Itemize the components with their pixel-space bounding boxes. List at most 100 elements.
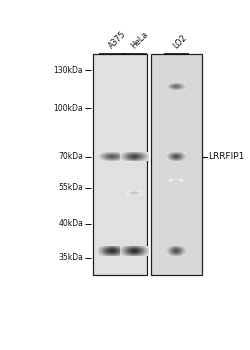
Bar [109, 253, 110, 254]
Bar [122, 252, 123, 253]
Bar [145, 246, 146, 247]
Bar [146, 248, 147, 249]
Bar [129, 248, 130, 249]
Bar [105, 254, 106, 255]
Bar [121, 250, 122, 251]
Bar [102, 253, 103, 254]
Bar [126, 246, 127, 247]
Bar [116, 255, 117, 256]
Bar [110, 254, 111, 255]
Bar [116, 249, 117, 250]
Bar [135, 250, 136, 251]
Bar [112, 249, 113, 250]
Bar [107, 246, 108, 247]
Bar [102, 246, 103, 247]
Bar [130, 250, 131, 251]
Bar [127, 253, 128, 254]
Bar [126, 250, 127, 251]
Bar [122, 251, 123, 252]
Bar [105, 250, 106, 251]
Bar [120, 253, 121, 254]
Bar [147, 252, 148, 253]
Bar [99, 252, 100, 253]
Bar [99, 246, 100, 247]
Bar [122, 252, 123, 253]
Bar [124, 251, 125, 252]
Bar [147, 254, 148, 255]
Bar [140, 255, 141, 256]
Bar [128, 249, 129, 250]
Bar [119, 253, 120, 254]
Bar [144, 251, 145, 252]
Bar [122, 255, 123, 256]
Bar [108, 251, 109, 252]
Bar [111, 252, 112, 253]
Bar [117, 251, 118, 252]
Bar [130, 251, 131, 252]
Bar [99, 254, 100, 255]
Bar [104, 247, 105, 248]
Bar [137, 253, 138, 254]
Bar [110, 252, 111, 253]
Bar [107, 247, 108, 248]
Bar [124, 253, 125, 254]
Bar [112, 250, 113, 251]
Bar [105, 253, 106, 254]
Bar [121, 255, 122, 256]
Bar [110, 250, 111, 251]
Bar [108, 248, 109, 249]
Bar [111, 251, 112, 252]
Bar [141, 246, 142, 247]
Bar [130, 253, 131, 254]
Bar [120, 248, 121, 249]
Bar [111, 251, 112, 252]
Bar [110, 246, 111, 247]
Bar [127, 246, 128, 247]
Bar [110, 252, 111, 253]
Bar [129, 253, 130, 254]
Bar [103, 254, 104, 255]
Bar [113, 253, 114, 254]
Bar [117, 246, 118, 247]
Bar [125, 247, 126, 248]
Bar [139, 253, 140, 254]
Bar [126, 247, 127, 248]
Bar [110, 253, 111, 254]
Bar [143, 253, 144, 254]
Bar [140, 248, 141, 249]
Bar [119, 251, 120, 252]
Bar [116, 247, 117, 248]
Bar [116, 253, 117, 254]
Bar [122, 250, 123, 251]
Bar [122, 248, 123, 249]
Bar [125, 251, 126, 252]
Bar [121, 252, 122, 253]
Bar [110, 253, 111, 254]
Bar [133, 253, 134, 254]
Bar [114, 253, 115, 254]
Bar [145, 253, 146, 254]
Bar [115, 253, 116, 254]
Bar [135, 248, 136, 249]
Bar [140, 252, 141, 253]
Bar [106, 252, 107, 253]
Bar [99, 248, 100, 249]
Bar [114, 250, 115, 251]
Bar [121, 250, 122, 251]
Bar [103, 246, 104, 247]
Bar [125, 250, 126, 251]
Bar [116, 254, 117, 255]
Bar [120, 248, 121, 249]
Bar [145, 247, 146, 248]
Bar [132, 252, 133, 253]
Bar [144, 247, 145, 248]
Bar [98, 253, 99, 254]
Bar [142, 249, 143, 250]
Bar [143, 251, 144, 252]
Bar [126, 253, 127, 254]
Bar [98, 249, 99, 250]
Bar [121, 253, 122, 254]
Bar [140, 251, 141, 252]
Bar [101, 251, 102, 252]
Bar [133, 255, 134, 256]
